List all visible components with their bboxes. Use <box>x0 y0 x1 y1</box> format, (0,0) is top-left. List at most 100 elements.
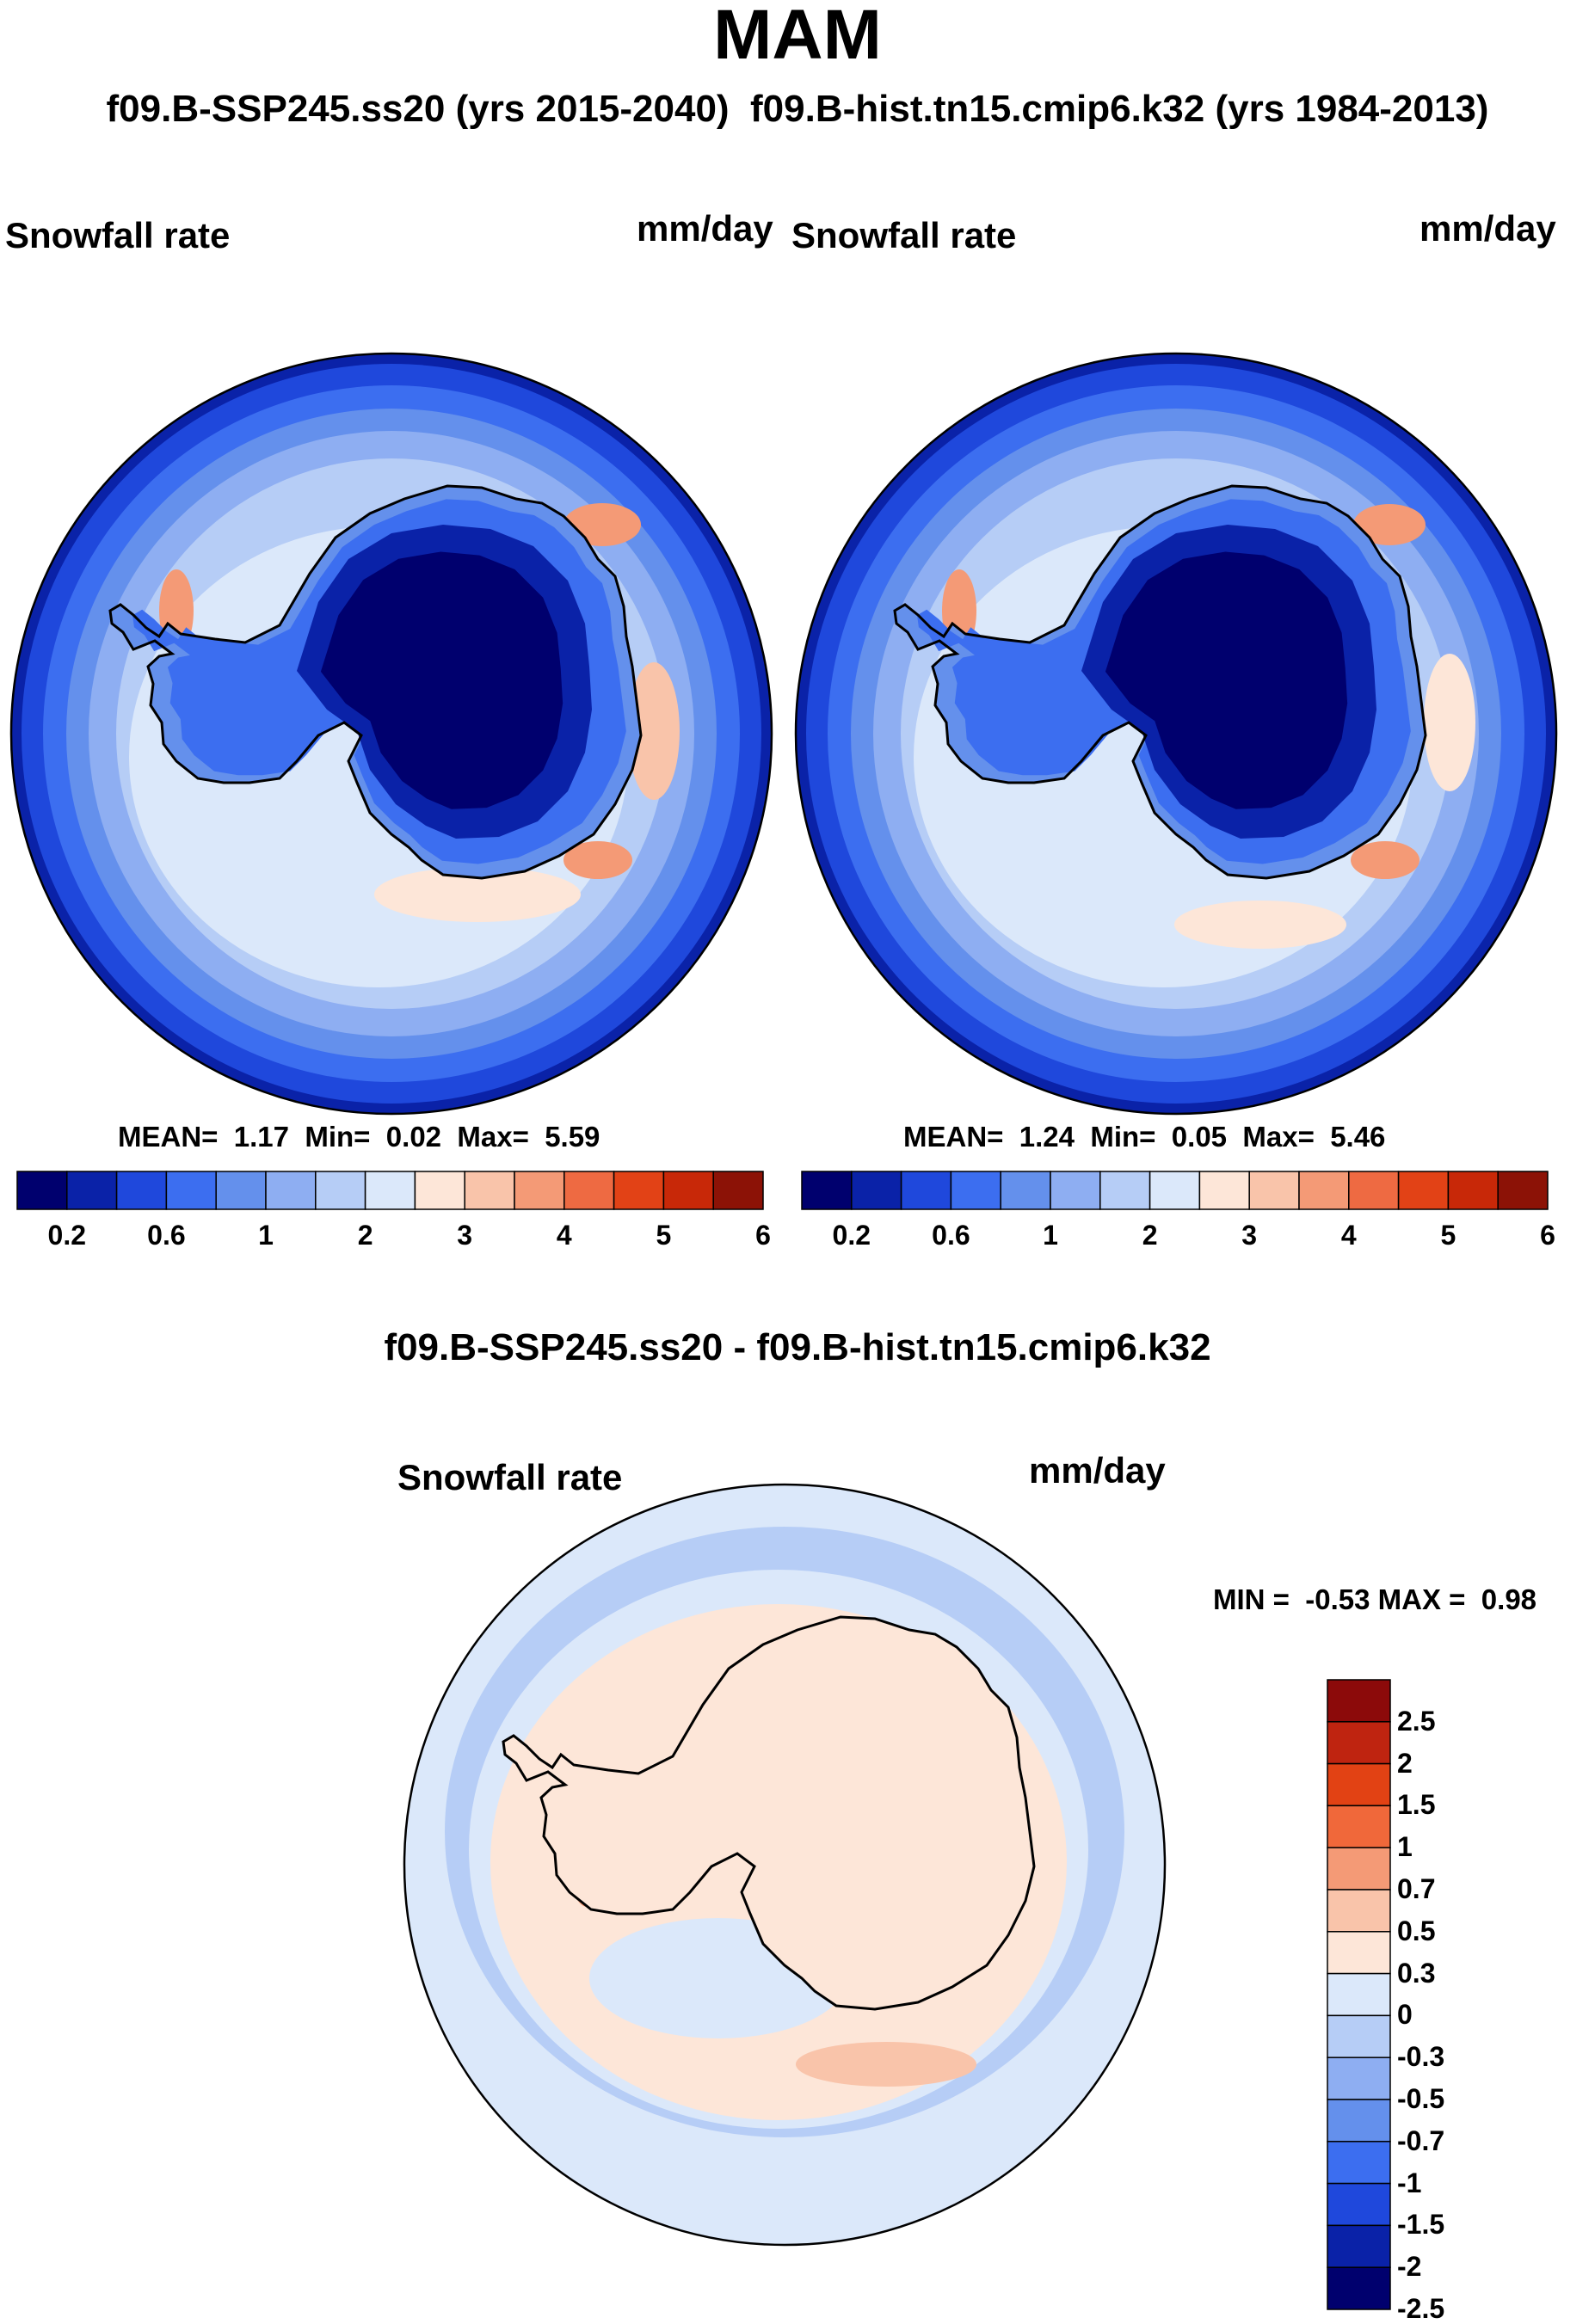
colorbar-hist-swatch <box>1198 1171 1250 1210</box>
colorbar-ssp245-swatch <box>215 1171 267 1210</box>
panel-ssp245-stats: MEAN= 1.17 Min= 0.02 Max= 5.59 <box>118 1122 600 1151</box>
colorbar-ssp245-tick-label: 0.2 <box>47 1220 87 1251</box>
colorbar-ssp245-swatch <box>464 1171 515 1210</box>
difference-title: f09.B-SSP245.ss20 - f09.B-hist.tn15.cmip… <box>384 1326 1211 1368</box>
colorbar-difference-tick-label: 1.5 <box>1397 1789 1436 1821</box>
colorbar-ssp245-swatch <box>563 1171 615 1210</box>
colorbar-difference-swatch <box>1327 1721 1391 1765</box>
colorbar-hist-swatch <box>1050 1171 1101 1210</box>
colorbar-hist-swatch <box>851 1171 902 1210</box>
colorbar-difference-tick-label: 0.5 <box>1397 1915 1436 1946</box>
colorbar-hist-swatch <box>1447 1171 1499 1210</box>
colorbar-hist-tick-label: 0.2 <box>832 1220 871 1251</box>
colorbar-ssp245-swatch <box>364 1171 416 1210</box>
panel-diff-variable-label: Snowfall rate <box>397 1457 623 1497</box>
colorbar-hist-swatch <box>900 1171 952 1210</box>
colorbar-difference-swatch <box>1327 2057 1391 2100</box>
colorbar-hist-swatch <box>950 1171 1001 1210</box>
colorbar-ssp245-tick-label: 5 <box>656 1220 672 1251</box>
colorbar-hist-tick-label: 1 <box>1043 1220 1058 1251</box>
colorbar-difference-tick-label: -1 <box>1397 2167 1422 2198</box>
min-value: 0.05 <box>1171 1121 1228 1153</box>
colorbar-difference-tick-label: -0.5 <box>1397 2083 1445 2114</box>
colorbar-difference-tick-label: -0.3 <box>1397 2041 1445 2073</box>
colorbar-ssp245-tick-label: 0.6 <box>147 1220 186 1251</box>
colorbar-difference-swatch <box>1327 2141 1391 2185</box>
colorbar-ssp245-swatch <box>165 1171 217 1210</box>
colorbar-ssp245-swatch <box>712 1171 764 1210</box>
colorbar-hist-swatch <box>1248 1171 1300 1210</box>
colorbar-difference-swatch <box>1327 2224 1391 2268</box>
colorbar-hist-swatch <box>1397 1171 1450 1210</box>
colorbar-difference-swatch <box>1327 1804 1391 1848</box>
colorbar-hist-swatch <box>801 1171 853 1210</box>
mean-value: 1.17 <box>233 1121 290 1153</box>
min-label: Min= <box>305 1121 371 1153</box>
panel-ssp245-variable-label: Snowfall rate <box>5 215 231 255</box>
min-value: 0.02 <box>385 1121 442 1153</box>
mean-label: MEAN= <box>903 1121 1004 1153</box>
colorbar-hist-tick-label: 0.6 <box>932 1220 970 1251</box>
max-label: Max= <box>1242 1121 1315 1153</box>
max-value: 5.59 <box>545 1121 600 1153</box>
colorbar-difference-swatch <box>1327 2266 1391 2310</box>
map-hist <box>794 352 1558 1116</box>
map-difference <box>403 1483 1167 2247</box>
min-label: Min= <box>1090 1121 1156 1153</box>
max-value: 5.46 <box>1330 1121 1386 1153</box>
colorbar-hist <box>801 1171 1549 1210</box>
colorbar-difference-tick-label: 1 <box>1397 1831 1413 1863</box>
colorbar-hist-tick-label: 6 <box>1540 1220 1555 1251</box>
colorbar-ssp245-swatch <box>514 1171 565 1210</box>
panel-diff-stats: MIN = -0.53 MAX = 0.98 <box>1213 1585 1536 1614</box>
colorbar-ssp245 <box>16 1171 764 1210</box>
colorbar-ssp245-tick-label: 2 <box>357 1220 373 1251</box>
colorbar-hist-swatch <box>1000 1171 1051 1210</box>
colorbar-difference-tick-label: -0.7 <box>1397 2124 1445 2156</box>
colorbar-difference-tick-label: 2.5 <box>1397 1705 1436 1737</box>
panel-hist-stats: MEAN= 1.24 Min= 0.05 Max= 5.46 <box>903 1122 1385 1151</box>
colorbar-difference-tick-label: 2 <box>1397 1747 1413 1779</box>
min-label: MIN = <box>1213 1583 1290 1615</box>
colorbar-ssp245-swatch <box>613 1171 665 1210</box>
colorbar-difference-tick-label: 0.3 <box>1397 1957 1436 1989</box>
colorbar-ssp245-swatch <box>662 1171 714 1210</box>
colorbar-hist-swatch <box>1497 1171 1549 1210</box>
colorbar-ssp245-swatch <box>265 1171 317 1210</box>
colorbar-hist-tick-label: 2 <box>1142 1220 1158 1251</box>
colorbar-ssp245-tick-label: 4 <box>556 1220 572 1251</box>
panel-ssp245-units-label: mm/day <box>637 208 773 249</box>
colorbar-difference-swatch <box>1327 1972 1391 2017</box>
colorbar-difference-swatch <box>1327 1889 1391 1933</box>
colorbar-ssp245-swatch <box>115 1171 168 1210</box>
figure-subtitle: f09.B-SSP245.ss20 (yrs 2015-2040) f09.B-… <box>106 88 1489 130</box>
colorbar-difference <box>1327 1679 1391 2310</box>
colorbar-hist-swatch <box>1298 1171 1350 1210</box>
colorbar-ssp245-swatch <box>315 1171 366 1210</box>
colorbar-hist-tick-label: 5 <box>1440 1220 1456 1251</box>
colorbar-hist-tick-label: 4 <box>1340 1220 1357 1251</box>
panel-hist-units-label: mm/day <box>1419 208 1556 249</box>
colorbar-difference-swatch <box>1327 1847 1391 1891</box>
colorbar-difference-tick-label: -2 <box>1397 2251 1422 2283</box>
max-label: MAX = <box>1377 1583 1466 1615</box>
colorbar-ssp245-tick-label: 6 <box>755 1220 771 1251</box>
colorbar-hist-swatch <box>1348 1171 1400 1210</box>
colorbar-hist-tick-label: 3 <box>1241 1220 1258 1251</box>
max-value: 0.98 <box>1481 1583 1537 1615</box>
colorbar-difference-swatch <box>1327 2182 1391 2227</box>
colorbar-ssp245-swatch <box>16 1171 68 1210</box>
panel-diff-units-label: mm/day <box>1029 1450 1166 1491</box>
colorbar-hist-swatch <box>1099 1171 1151 1210</box>
min-value: -0.53 <box>1305 1583 1370 1615</box>
colorbar-difference-swatch <box>1327 2014 1391 2058</box>
colorbar-difference-tick-label: 0 <box>1397 1999 1413 2031</box>
colorbar-difference-tick-label: -1.5 <box>1397 2209 1445 2241</box>
mean-label: MEAN= <box>118 1121 219 1153</box>
colorbar-ssp245-swatch <box>66 1171 118 1210</box>
colorbar-hist-swatch <box>1149 1171 1201 1210</box>
mean-value: 1.24 <box>1019 1121 1075 1153</box>
colorbar-ssp245-tick-label: 1 <box>258 1220 274 1251</box>
colorbar-difference-swatch <box>1327 1762 1391 1807</box>
